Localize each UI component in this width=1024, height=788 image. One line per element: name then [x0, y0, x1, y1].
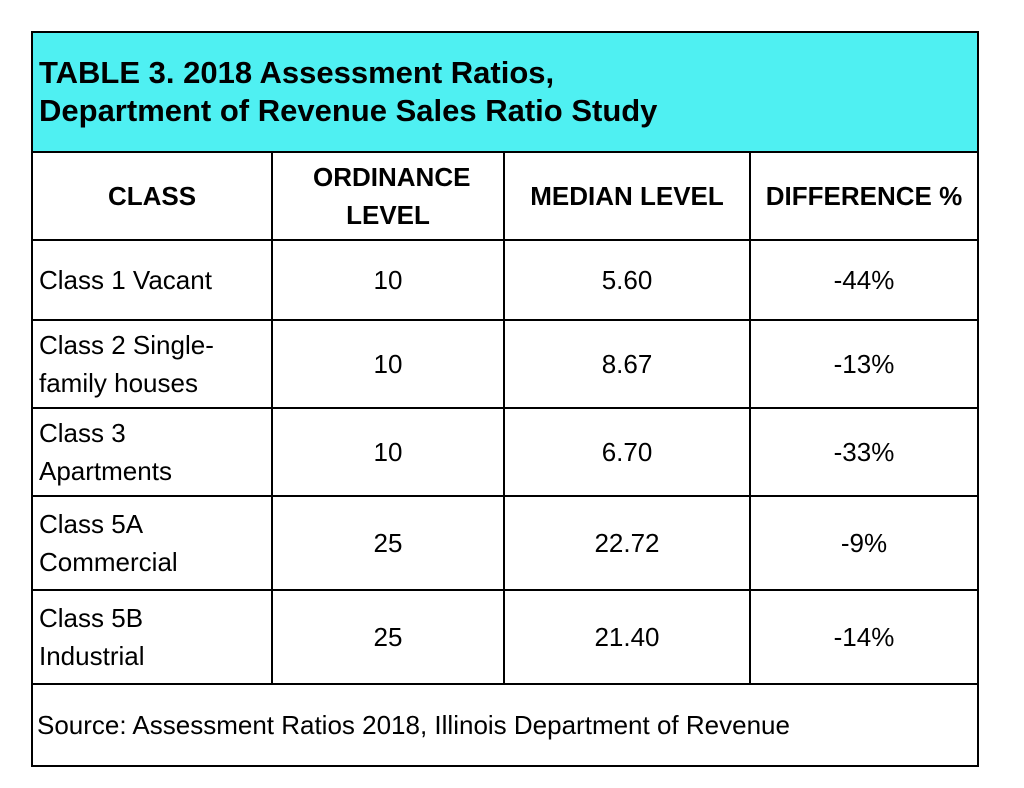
header-difference: DIFFERENCE %	[749, 151, 979, 241]
row-median-level: 21.40	[503, 589, 751, 685]
row-class: Class 1 Vacant	[31, 239, 273, 321]
table-title-line-2: Department of Revenue Sales Ratio Study	[39, 93, 658, 128]
row-ordinance-level: 25	[271, 495, 505, 591]
table-row: Class 2 Single-family houses 10 8.67 -13…	[31, 319, 979, 409]
row-class: Class 5B Industrial	[31, 589, 273, 685]
row-difference: -44%	[749, 239, 979, 321]
header-row: CLASS ORDINANCE LEVEL MEDIAN LEVEL DIFFE…	[31, 151, 979, 241]
row-median-level: 5.60	[503, 239, 751, 321]
row-median-level: 22.72	[503, 495, 751, 591]
row-difference: -14%	[749, 589, 979, 685]
table-row: Class 5B Industrial 25 21.40 -14%	[31, 589, 979, 685]
source-note: Source: Assessment Ratios 2018, Illinois…	[31, 683, 979, 767]
table-row: Class 3 Apartments 10 6.70 -33%	[31, 407, 979, 497]
header-median-level: MEDIAN LEVEL	[503, 151, 751, 241]
header-ordinance-level: ORDINANCE LEVEL	[271, 151, 505, 241]
assessment-ratios-table-wrap: TABLE 3. 2018 Assessment Ratios, Departm…	[31, 31, 979, 767]
table-row: Class 5A Commercial 25 22.72 -9%	[31, 495, 979, 591]
row-median-level: 8.67	[503, 319, 751, 409]
row-ordinance-level: 10	[271, 239, 505, 321]
assessment-ratios-table: TABLE 3. 2018 Assessment Ratios, Departm…	[31, 31, 979, 767]
row-class: Class 2 Single-family houses	[31, 319, 273, 409]
header-class: CLASS	[31, 151, 273, 241]
row-class: Class 5A Commercial	[31, 495, 273, 591]
source-row: Source: Assessment Ratios 2018, Illinois…	[31, 683, 979, 767]
row-median-level: 6.70	[503, 407, 751, 497]
table-row: Class 1 Vacant 10 5.60 -44%	[31, 239, 979, 321]
row-difference: -9%	[749, 495, 979, 591]
row-ordinance-level: 25	[271, 589, 505, 685]
row-ordinance-level: 10	[271, 319, 505, 409]
row-ordinance-level: 10	[271, 407, 505, 497]
table-title-line-1: TABLE 3. 2018 Assessment Ratios,	[39, 55, 555, 90]
row-difference: -33%	[749, 407, 979, 497]
table-title: TABLE 3. 2018 Assessment Ratios, Departm…	[31, 31, 979, 153]
row-difference: -13%	[749, 319, 979, 409]
row-class: Class 3 Apartments	[31, 407, 273, 497]
title-row: TABLE 3. 2018 Assessment Ratios, Departm…	[31, 31, 979, 153]
